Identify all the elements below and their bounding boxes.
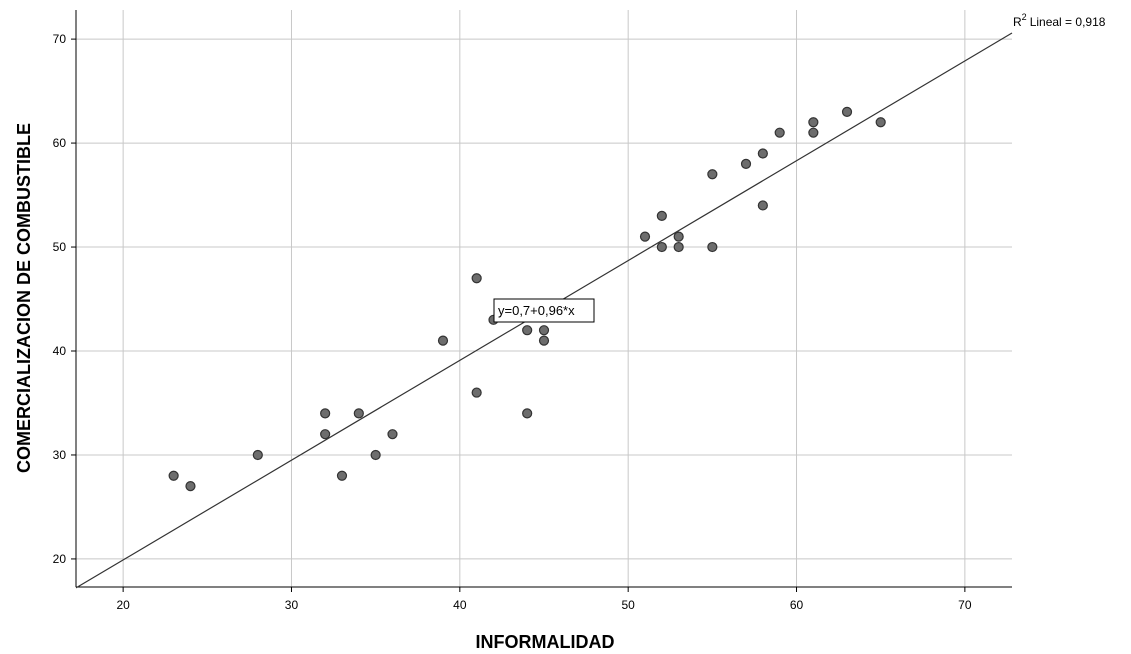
equation-label: y=0,7+0,96*x [498, 303, 575, 318]
data-point [168, 470, 179, 481]
tick-labels: 20 30 40 50 60 70 20 30 40 50 60 70 [53, 32, 972, 612]
data-point [875, 117, 886, 128]
data-point [387, 429, 398, 440]
data-point [757, 148, 768, 159]
data-point [841, 106, 853, 117]
data-point [707, 241, 718, 253]
data-point [252, 449, 263, 461]
y-axis-title: COMERCIALIZACION DE COMBUSTIBLE [14, 123, 34, 473]
x-tick-label: 30 [285, 598, 299, 612]
data-point [808, 117, 819, 128]
data-point [471, 387, 482, 398]
data-point [437, 335, 449, 346]
data-point [774, 127, 785, 138]
data-point [185, 481, 196, 492]
data-point [656, 210, 667, 221]
data-point [522, 408, 533, 419]
data-point [538, 325, 550, 336]
x-axis-title: INFORMALIDAD [476, 632, 615, 652]
y-tick-label: 20 [53, 552, 67, 566]
equation-box: y=0,7+0,96*x [493, 298, 595, 323]
data-point [320, 429, 331, 440]
r2-prefix: R [1013, 15, 1022, 29]
y-tick-label: 70 [53, 32, 67, 46]
data-point [353, 408, 364, 419]
data-point [522, 325, 533, 336]
x-tick-label: 20 [116, 598, 130, 612]
data-point [673, 241, 684, 253]
data-point [320, 408, 331, 419]
data-point [673, 231, 684, 242]
data-point [471, 273, 482, 284]
data-point [740, 158, 752, 169]
data-point [538, 335, 550, 346]
x-tick-label: 50 [621, 598, 635, 612]
data-points [168, 106, 886, 492]
y-tick-label: 60 [53, 136, 67, 150]
data-point [336, 470, 348, 481]
data-point [639, 231, 651, 242]
data-point [808, 127, 819, 138]
data-point [757, 200, 768, 211]
x-tick-label: 40 [453, 598, 467, 612]
axes [71, 10, 1012, 592]
gridlines [76, 10, 1012, 587]
data-point [370, 449, 381, 461]
equation-box-frame [493, 298, 595, 323]
y-tick-label: 50 [53, 240, 67, 254]
data-point [707, 169, 718, 180]
x-tick-label: 60 [790, 598, 804, 612]
data-point [656, 241, 667, 253]
y-tick-label: 40 [53, 344, 67, 358]
r2-value: Lineal = 0,918 [1030, 15, 1106, 29]
r2-superscript: 2 [1022, 12, 1027, 22]
r2-label: R2 Lineal = 0,918 [1013, 12, 1106, 29]
y-tick-label: 30 [53, 448, 67, 462]
x-tick-label: 70 [958, 598, 972, 612]
